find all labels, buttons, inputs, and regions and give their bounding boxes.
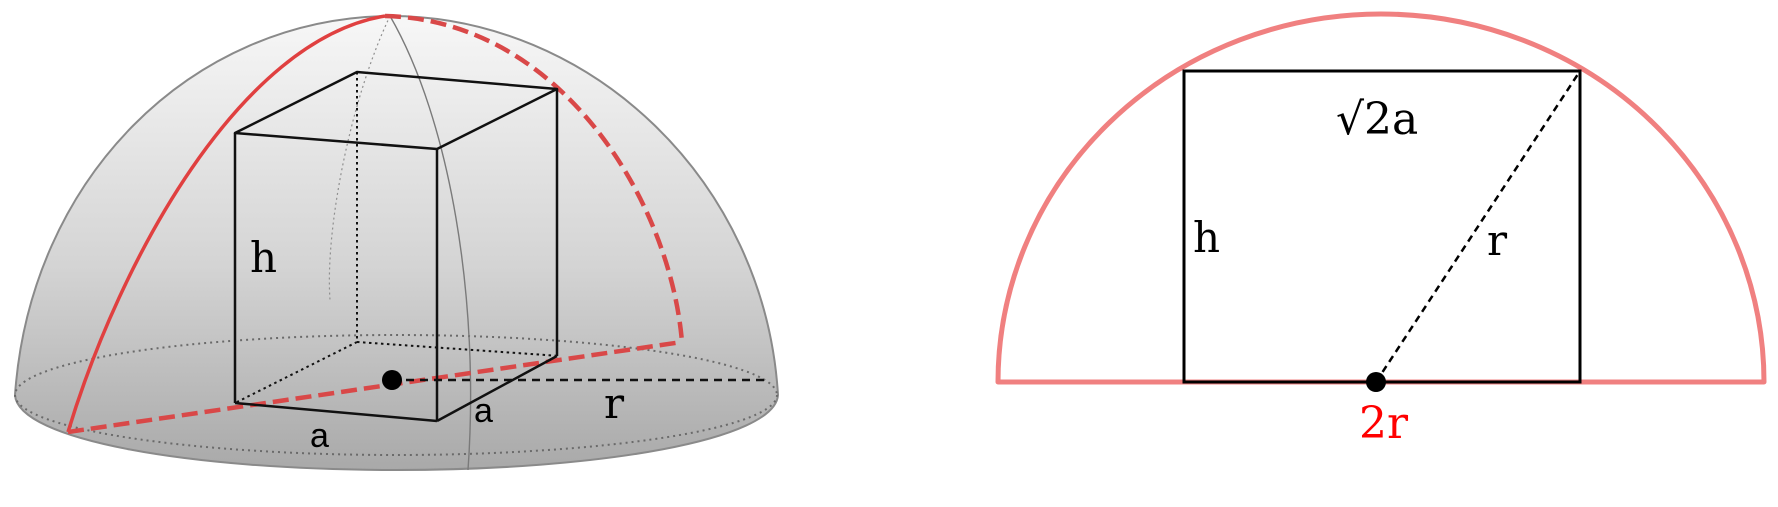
hemisphere-diagram: h a a r <box>15 16 778 470</box>
label-h: h <box>250 233 277 282</box>
center-point <box>382 370 402 390</box>
label-h: h <box>1193 213 1220 262</box>
hemisphere-surface <box>15 16 778 470</box>
cross-section-diagram: √2a h r 2r <box>998 14 1764 449</box>
center-point <box>1366 372 1386 392</box>
label-r: r <box>1487 216 1508 265</box>
label-base: 2r <box>1359 398 1409 449</box>
label-a-side: a <box>474 392 493 430</box>
label-top-width: √2a <box>1336 94 1418 145</box>
label-r: r <box>604 379 625 428</box>
label-a-front: a <box>310 417 329 455</box>
semicircle-outline <box>998 14 1764 382</box>
